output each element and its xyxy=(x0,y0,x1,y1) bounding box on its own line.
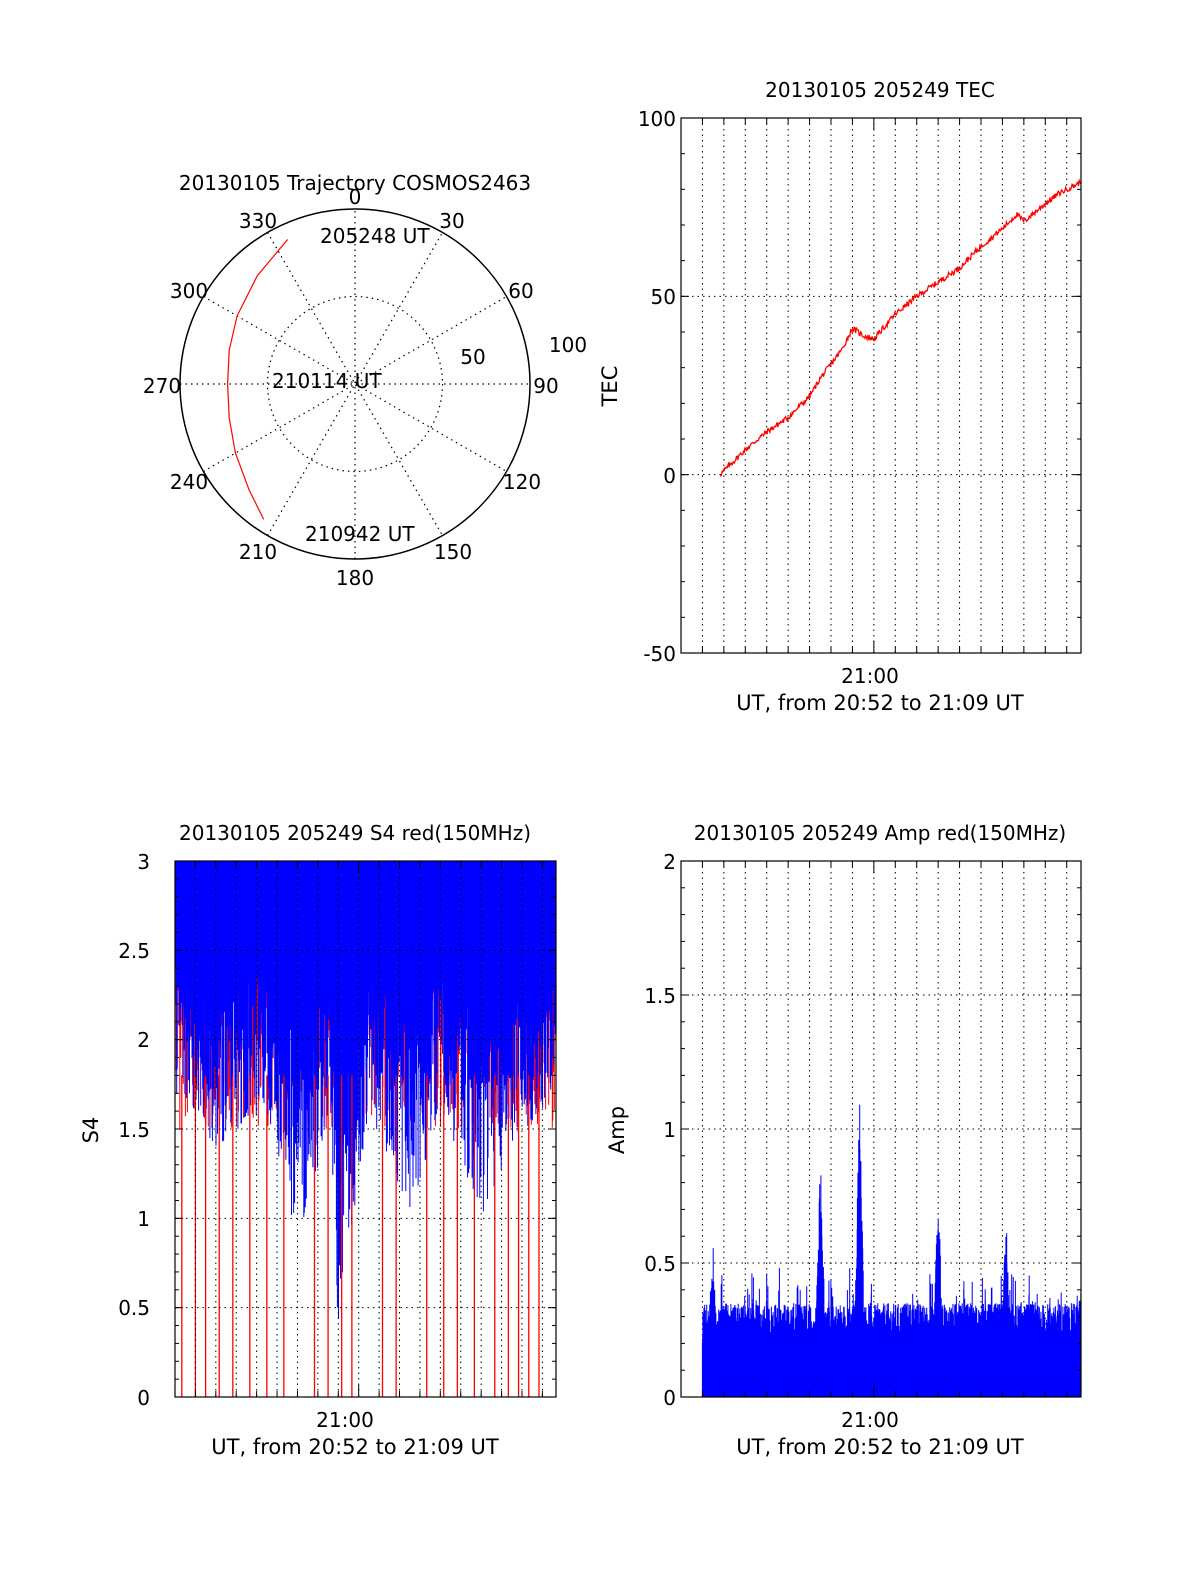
azimuth-tick: 180 xyxy=(336,566,374,590)
tec-x-tick: 21:00 xyxy=(841,664,899,688)
amp-y-tick: 0.5 xyxy=(644,1252,676,1276)
azimuth-tick: 0 xyxy=(349,185,362,209)
s4-y-tick: 1 xyxy=(137,1207,150,1231)
amp-y-tick: 1 xyxy=(663,1118,676,1142)
polar-spoke xyxy=(203,295,507,473)
azimuth-tick: 30 xyxy=(439,209,464,233)
trajectory-panel: 20130105 Trajectory COSMOS2463 0 30 60 9… xyxy=(143,171,587,590)
azimuth-tick: 120 xyxy=(503,470,541,494)
trajectory-mid-label: 210114 UT xyxy=(272,369,382,393)
polar-spoke xyxy=(266,232,444,536)
azimuth-tick: 300 xyxy=(170,279,208,303)
amp-y-tick: 2 xyxy=(663,850,676,874)
amp-fill-base xyxy=(702,1356,1081,1397)
amp-y-label: Amp xyxy=(605,1106,629,1154)
amp-x-label: UT, from 20:52 to 21:09 UT xyxy=(736,1435,1024,1459)
azimuth-tick: 210 xyxy=(239,540,277,564)
s4-axis-ticks xyxy=(174,860,556,1398)
trajectory-title: 20130105 Trajectory COSMOS2463 xyxy=(179,171,531,195)
amp-title: 20130105 205249 Amp red(150MHz) xyxy=(694,821,1066,845)
amp-axis-ticks xyxy=(680,860,1081,1398)
polar-spoke xyxy=(266,232,444,536)
trajectory-start-label: 205248 UT xyxy=(320,224,430,248)
s4-y-tick: 0.5 xyxy=(118,1296,150,1320)
tec-y-tick: 0 xyxy=(663,464,676,488)
amp-y-tick: 1.5 xyxy=(644,984,676,1008)
tec-y-tick: -50 xyxy=(643,642,676,666)
trajectory-line xyxy=(226,239,289,520)
amp-series xyxy=(701,1104,1082,1397)
amp-panel: 20130105 205249 Amp red(150MHz) 2 1.5 1 … xyxy=(605,821,1082,1459)
tec-y-tick: 100 xyxy=(638,107,676,131)
radius-tick: 100 xyxy=(549,333,587,357)
s4-y-label: S4 xyxy=(79,1117,103,1144)
s4-y-tick: 1.5 xyxy=(118,1118,150,1142)
polar-grid xyxy=(180,209,530,559)
s4-x-tick: 21:00 xyxy=(316,1408,374,1432)
s4-y-tick: 0 xyxy=(137,1386,150,1410)
azimuth-tick: 90 xyxy=(533,374,558,398)
azimuth-tick: 240 xyxy=(170,470,208,494)
amp-y-tick: 0 xyxy=(663,1386,676,1410)
tec-series-line xyxy=(719,178,1082,477)
s4-x-label: UT, from 20:52 to 21:09 UT xyxy=(211,1435,499,1459)
tec-y-label: TEC xyxy=(598,366,622,408)
trajectory-end-label: 210942 UT xyxy=(305,522,415,546)
s4-y-tick: 2 xyxy=(137,1028,150,1052)
s4-panel: 20130105 205249 S4 red(150MHz) 3 2.5 2 1… xyxy=(79,821,557,1459)
s4-title: 20130105 205249 S4 red(150MHz) xyxy=(179,821,531,845)
tec-frame xyxy=(680,117,1082,654)
tec-x-label: UT, from 20:52 to 21:09 UT xyxy=(736,691,1024,715)
azimuth-tick: 150 xyxy=(434,540,472,564)
polar-azimuth-ticks: 0 30 60 90 120 150 180 210 240 270 300 3… xyxy=(143,185,559,590)
tec-title: 20130105 205249 TEC xyxy=(765,78,995,102)
s4-series xyxy=(175,861,557,1397)
azimuth-tick: 270 xyxy=(143,374,181,398)
tec-panel: 20130105 205249 TEC 100 50 0 -50 TEC 21:… xyxy=(598,78,1082,715)
tec-grid xyxy=(680,118,1081,653)
s4-y-tick: 3 xyxy=(137,850,150,874)
amp-x-tick: 21:00 xyxy=(841,1408,899,1432)
s4-y-tick: 2.5 xyxy=(118,939,150,963)
azimuth-tick: 330 xyxy=(239,209,277,233)
polar-spoke xyxy=(203,295,507,473)
azimuth-tick: 60 xyxy=(508,279,533,303)
polar-frame xyxy=(179,208,531,560)
polar-ring xyxy=(266,295,444,473)
radius-tick: 50 xyxy=(460,345,485,369)
tec-axis-ticks xyxy=(680,117,1081,654)
tec-y-tick: 50 xyxy=(651,285,676,309)
